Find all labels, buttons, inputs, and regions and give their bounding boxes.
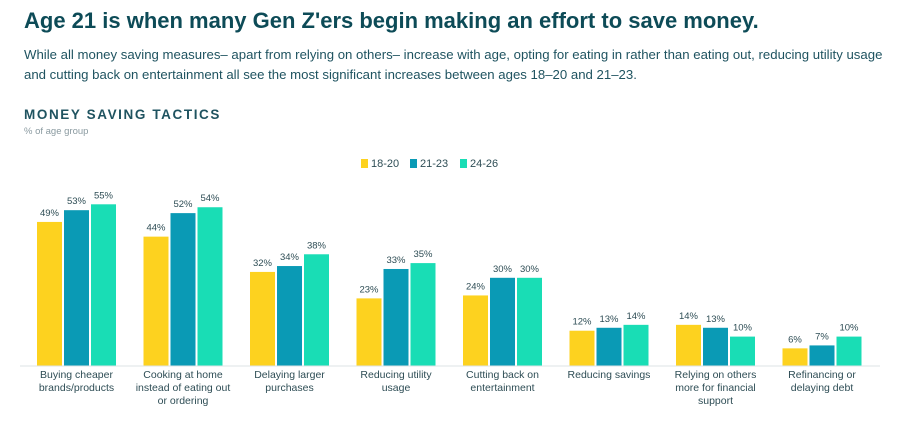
- category-label-6: Reducing savings: [568, 369, 651, 381]
- chart-title: MONEY SAVING TACTICS: [24, 107, 222, 122]
- value-label-18-20-cat1: 49%: [40, 208, 60, 219]
- legend-label-21-23: 21-23: [420, 158, 448, 170]
- bar-18-20-cat7: [676, 324, 701, 366]
- bar-18-20-cat5: [463, 295, 488, 366]
- category-label-7: Relying on others more for financial suppo…: [675, 369, 757, 407]
- bar-18-20-cat4: [356, 298, 382, 366]
- bar-24-26-cat7: [730, 336, 755, 366]
- value-label-24-26-cat8: 10%: [839, 323, 859, 334]
- legend-swatch-24-26: [460, 159, 467, 168]
- value-label-24-26-cat5: 30%: [520, 264, 540, 275]
- page-description: While all money saving measures– apart f…: [24, 47, 883, 82]
- chart-legend: 18-20 21-23 24-26: [361, 158, 498, 170]
- bar-21-23-cat5: [490, 277, 515, 366]
- chart-category-labels: Buying cheaper brands/products Cooking at …: [39, 369, 856, 407]
- chart-subtitle: % of age group: [24, 126, 89, 137]
- value-label-24-26-cat2: 54%: [200, 193, 220, 204]
- bar-18-20-cat8: [782, 348, 808, 366]
- bar-24-26-cat6: [623, 324, 649, 366]
- value-label-21-23-cat7: 13%: [706, 314, 726, 325]
- money-saving-tactics-chart: 18-20 21-23 24-26 49% 44% 32% 23% 24% 12% 14% 6% 5…: [20, 158, 880, 407]
- bar-24-26-cat8: [836, 336, 862, 366]
- value-label-18-20-cat3: 32%: [253, 258, 273, 269]
- bar-21-23-cat3: [277, 266, 302, 366]
- value-label-21-23-cat2: 52%: [173, 199, 193, 210]
- bar-18-20-cat3: [250, 271, 275, 366]
- category-label-4: Reducing utility usage: [360, 369, 432, 394]
- bar-18-20-cat2: [143, 236, 169, 366]
- category-label-5: Cutting back on entertainment: [466, 369, 539, 394]
- bar-21-23-cat1: [64, 210, 89, 366]
- bar-24-26-cat5: [517, 277, 542, 366]
- legend-swatch-18-20: [361, 159, 368, 168]
- bar-24-26-cat4: [410, 263, 436, 366]
- value-label-18-20-cat8: 6%: [788, 334, 802, 345]
- value-label-24-26-cat3: 38%: [307, 240, 327, 251]
- value-label-18-20-cat5: 24%: [466, 281, 486, 292]
- chart-value-labels: 49% 44% 32% 23% 24% 12% 14% 6% 53% 52% 34% 33% 30% 13…: [40, 190, 859, 345]
- legend-label-24-26: 24-26: [470, 158, 498, 170]
- value-label-24-26-cat6: 14%: [626, 311, 646, 322]
- value-label-21-23-cat8: 7%: [815, 331, 829, 342]
- chart-bars: [37, 204, 862, 366]
- bar-21-23-cat6: [596, 327, 622, 366]
- value-label-21-23-cat3: 34%: [280, 252, 300, 263]
- bar-21-23-cat7: [703, 327, 728, 366]
- value-label-21-23-cat1: 53%: [67, 196, 87, 207]
- category-label-3: Delaying larger purchases: [254, 369, 325, 394]
- value-label-24-26-cat1: 55%: [94, 190, 114, 201]
- value-label-21-23-cat5: 30%: [493, 264, 513, 275]
- value-label-24-26-cat7: 10%: [733, 323, 753, 334]
- page-title: Age 21 is when many Gen Z'ers begin maki…: [24, 8, 759, 33]
- value-label-18-20-cat4: 23%: [359, 284, 379, 295]
- value-label-21-23-cat6: 13%: [599, 314, 619, 325]
- bar-21-23-cat2: [170, 213, 196, 366]
- bar-24-26-cat3: [304, 254, 329, 366]
- bar-24-26-cat1: [91, 204, 116, 366]
- bar-24-26-cat2: [197, 207, 223, 366]
- legend-label-18-20: 18-20: [371, 158, 399, 170]
- value-label-18-20-cat6: 12%: [572, 317, 592, 328]
- value-label-18-20-cat7: 14%: [679, 311, 699, 322]
- value-label-24-26-cat4: 35%: [413, 249, 433, 260]
- bar-18-20-cat1: [37, 221, 62, 366]
- value-label-18-20-cat2: 44%: [146, 223, 166, 234]
- value-label-21-23-cat4: 33%: [386, 255, 406, 266]
- bar-21-23-cat8: [809, 345, 835, 366]
- bar-21-23-cat4: [383, 268, 409, 366]
- category-label-8: Refinancing or delaying debt: [788, 369, 856, 394]
- bar-18-20-cat6: [569, 330, 595, 366]
- legend-swatch-21-23: [410, 159, 417, 168]
- category-label-2: Cooking at home instead of eating out or o…: [136, 369, 231, 407]
- category-label-1: Buying cheaper brands/products: [39, 369, 114, 394]
